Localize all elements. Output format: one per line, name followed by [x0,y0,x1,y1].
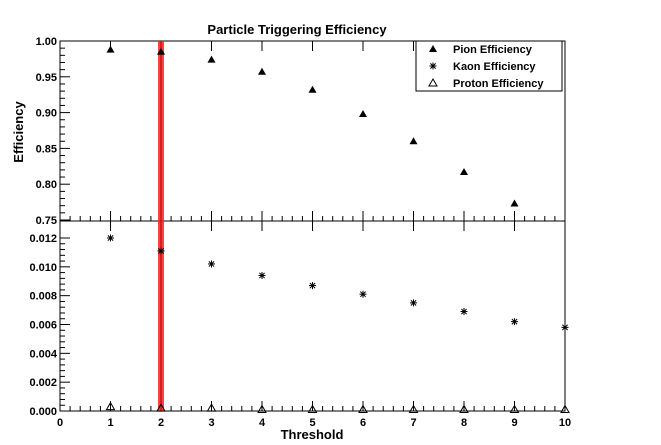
kaon-efficiency-point [460,308,468,316]
legend-marker-pion-efficiency [429,45,437,52]
proton-efficiency-point [307,404,318,414]
legend-marker-proton-efficiency [428,77,438,87]
asterisk-stroke [208,260,215,267]
lower-y-tick-label: 0.008 [29,291,57,303]
pion-efficiency-point [460,168,468,176]
asterisk-stroke [259,272,265,279]
kaon-efficiency-point [359,290,367,298]
proton-efficiency-point [105,401,116,411]
x-tick-label: 7 [410,417,416,429]
x-tick-label: 6 [360,417,366,429]
pion-efficiency-point [106,45,115,53]
kaon-efficiency-point [258,271,266,279]
legend-marker-kaon-efficiency [429,62,437,70]
lower-panel-frame [59,220,566,412]
lower-y-tick-label: 0.010 [29,262,57,274]
pion-efficiency-point [510,199,519,207]
threshold-highlight [158,41,164,411]
kaon-efficiency-point [410,299,417,307]
asterisk-stroke [430,63,436,69]
asterisk-stroke [158,248,164,254]
kaon-efficiency-point [208,260,215,268]
kaon-efficiency-point [511,318,518,326]
proton-efficiency-point [257,404,267,414]
pion-efficiency-point [207,55,216,63]
proton-efficiency-point [560,404,570,414]
tick-labels: 0.75 0.80 0.85 0.90 0.95 1.00 0.000 0.002 0.004 0… [29,36,571,429]
pion-efficiency-point [157,47,165,55]
lower-y-tick-label: 0.012 [29,233,57,245]
x-tick-label: 1 [107,417,113,429]
upper-y-tick-label: 0.85 [36,143,57,155]
upper-y-tick-label: 1.00 [36,36,57,48]
legend-entry-proton-efficiency: Proton Efficiency [453,78,544,90]
x-tick-label: 9 [511,417,517,429]
kaon-efficiency-point [107,234,114,242]
x-tick-label: 4 [259,417,266,429]
proton-efficiency-point [156,403,166,412]
upper-y-tick-label: 0.90 [36,108,57,120]
proton-efficiency-point [206,403,217,412]
x-tick-label: 3 [208,417,214,429]
kaon-efficiency-point [309,282,316,290]
kaon-efficiency-point [157,247,165,255]
legend-entry-kaon-efficiency: Kaon Efficiency [453,61,536,73]
upper-y-tick-label: 0.95 [36,72,57,84]
kaon-efficiency-point [561,323,569,331]
lower-y-tick-label: 0.000 [29,406,57,418]
x-tick-label: 8 [461,417,467,429]
upper-y-tick-label: 0.75 [36,215,57,227]
axis-ticks [59,40,566,412]
y-axis-label: Efficiency [11,101,26,163]
proton-efficiency-point [408,404,419,414]
x-tick-label: 2 [158,417,164,429]
x-axis-label: Threshold [281,427,344,442]
pion-efficiency-point [409,137,418,145]
legend-entry-pion-efficiency: Pion Efficiency [453,44,533,56]
chart-title: Particle Triggering Efficiency [207,22,387,37]
pion-efficiency-point [359,110,367,118]
legend: Pion Efficiency Kaon Efficiency Proton Eff… [415,40,563,92]
x-tick-label: 0 [57,417,63,429]
asterisk-stroke [360,291,366,298]
asterisk-stroke [511,318,518,325]
asterisk-stroke [410,299,417,306]
asterisk-stroke [107,235,114,241]
pion-efficiency-point [258,67,266,75]
lower-y-tick-label: 0.002 [29,377,57,389]
proton-efficiency-point [509,404,520,414]
proton-efficiency-point [459,404,469,414]
asterisk-stroke [562,324,568,331]
x-tick-label: 10 [559,417,571,429]
x-tick-label: 5 [309,417,315,429]
lower-y-tick-label: 0.006 [29,320,57,332]
proton-efficiency-point [358,404,368,414]
pion-efficiency-point [308,85,317,93]
data-points [105,45,570,414]
asterisk-stroke [461,308,467,315]
upper-y-tick-label: 0.80 [36,179,57,191]
legend-box [415,40,563,92]
asterisk-stroke [309,282,316,289]
lower-y-tick-label: 0.004 [29,348,57,360]
